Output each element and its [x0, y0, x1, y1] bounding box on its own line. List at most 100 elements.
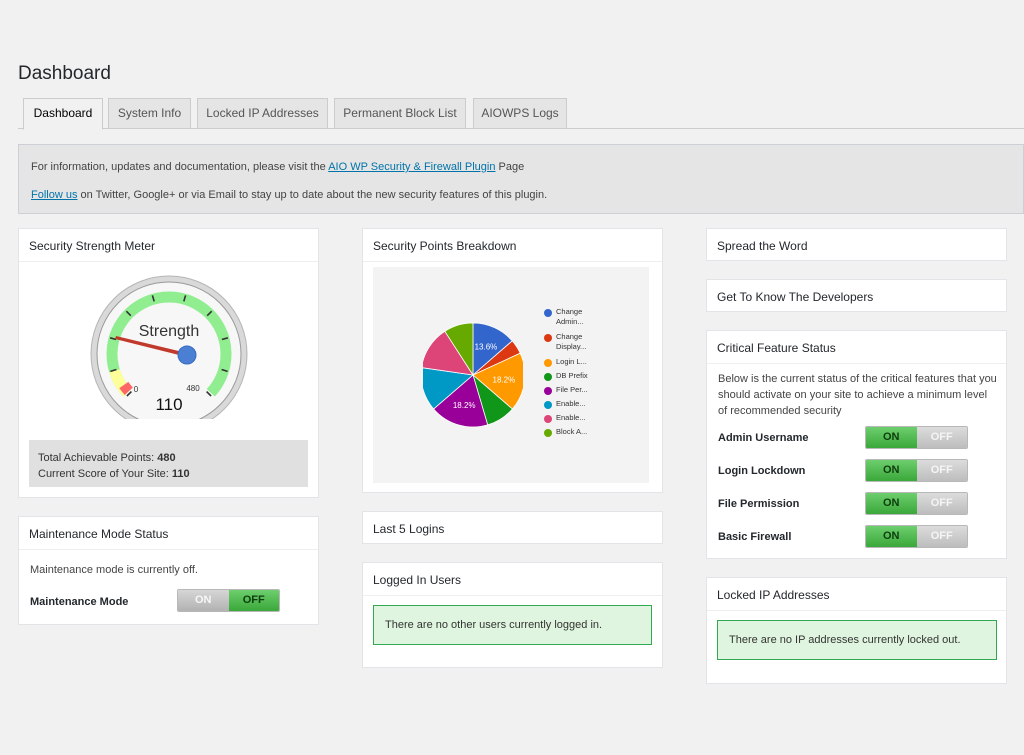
notice-line-1: For information, updates and documentati… — [31, 161, 524, 173]
legend-swatch — [544, 415, 552, 423]
legend-item[interactable]: Enable... — [556, 399, 586, 409]
critical-feature-status-panel: Critical Feature Status Below is the cur… — [706, 330, 1007, 559]
legend-swatch — [544, 334, 552, 342]
logged-in-users-panel: Logged In Users There are no other users… — [362, 562, 663, 668]
notice-line-2: Follow us on Twitter, Google+ or via Ema… — [31, 189, 547, 201]
maintenance-off-option[interactable]: OFF — [228, 590, 279, 611]
pie-slice-label: 18.2% — [453, 401, 476, 410]
logged-in-users-title: Logged In Users — [363, 563, 662, 596]
login-lockdown-off-option[interactable]: OFF — [916, 460, 967, 481]
legend-label: Change — [556, 332, 583, 341]
legend-item[interactable]: Login L... — [556, 357, 587, 367]
gauge-label: Strength — [139, 323, 199, 340]
legend-label: Block A... — [556, 427, 588, 436]
developers-panel: Get To Know The Developers — [706, 279, 1007, 312]
admin-username-on-option[interactable]: ON — [866, 427, 917, 448]
basic-firewall-label: Basic Firewall — [718, 531, 792, 543]
legend-label: DB Prefix — [556, 371, 588, 380]
total-points-label: Total Achievable Points: — [38, 452, 158, 464]
spread-the-word-panel: Spread the Word — [706, 228, 1007, 261]
legend-label: Enable... — [556, 413, 586, 422]
total-points-row: Total Achievable Points: 480 — [38, 450, 299, 466]
legend-item[interactable]: Block A... — [556, 427, 587, 437]
security-strength-meter-panel: Security Strength Meter Strength 0 480 1… — [18, 228, 319, 498]
plugin-page-link[interactable]: AIO WP Security & Firewall Plugin — [328, 161, 496, 173]
login-lockdown-on-option[interactable]: ON — [866, 460, 917, 481]
legend-label-continued: Display... — [556, 342, 587, 351]
legend-item[interactable]: File Per... — [556, 385, 588, 395]
legend-item[interactable]: DB Prefix — [556, 371, 588, 381]
pie-slice-label: 13.6% — [475, 343, 498, 352]
locked-ip-message: There are no IP addresses currently lock… — [717, 620, 997, 660]
gauge-value: 110 — [155, 395, 182, 414]
logged-in-users-message: There are no other users currently logge… — [373, 605, 652, 645]
maintenance-mode-label: Maintenance Mode — [30, 596, 129, 608]
points-summary: Total Achievable Points: 480 Current Sco… — [29, 440, 308, 487]
page-title: Dashboard — [18, 63, 111, 84]
gauge-ticks — [109, 295, 229, 397]
critical-feature-description: Below is the current status of the criti… — [718, 373, 997, 417]
strength-gauge: Strength 0 480 110 — [90, 275, 248, 419]
pie-slice[interactable] — [433, 374, 489, 428]
developers-title[interactable]: Get To Know The Developers — [717, 290, 874, 304]
admin-username-label: Admin Username — [718, 432, 809, 444]
login-lockdown-toggle[interactable]: ON OFF — [865, 459, 968, 482]
pie-chart-area: 13.6% 18.2% 18.2% Change Admin... Change Disp… — [373, 267, 649, 483]
notice-line-2-suffix: on Twitter, Google+ or via Email to stay… — [77, 189, 548, 201]
current-score-value: 110 — [171, 468, 190, 480]
legend-label-continued: Admin... — [556, 317, 584, 326]
basic-firewall-on-option[interactable]: ON — [866, 526, 917, 547]
gauge-green-band — [106, 291, 232, 397]
info-notice: For information, updates and documentati… — [18, 144, 1024, 214]
legend-swatch — [544, 309, 552, 317]
tab-bar: Dashboard System Info Locked IP Addresse… — [18, 98, 1024, 130]
critical-feature-status-title: Critical Feature Status — [707, 331, 1006, 364]
notice-line-1-suffix: Page — [495, 161, 525, 173]
maintenance-mode-toggle[interactable]: ON OFF — [177, 589, 280, 612]
pie-slice[interactable] — [444, 322, 474, 377]
admin-username-off-option[interactable]: OFF — [916, 427, 967, 448]
legend-label: Login L... — [556, 357, 587, 366]
legend-swatch — [544, 373, 552, 381]
last-logins-title[interactable]: Last 5 Logins — [373, 522, 445, 536]
security-strength-meter-title: Security Strength Meter — [19, 229, 318, 262]
tab-aiowps-logs[interactable]: AIOWPS Logs — [473, 98, 567, 129]
maintenance-on-option[interactable]: ON — [178, 590, 229, 611]
pie-slice[interactable] — [423, 367, 474, 410]
current-score-row: Current Score of Your Site: 110 — [38, 466, 299, 482]
notice-line-1-prefix: For information, updates and documentati… — [31, 161, 329, 173]
legend-label: Enable... — [556, 399, 586, 408]
legend-item[interactable]: Change Display... — [556, 332, 586, 352]
gauge-red-band — [119, 381, 133, 395]
gauge-hub — [177, 345, 197, 365]
file-permission-off-option[interactable]: OFF — [916, 493, 967, 514]
security-points-breakdown-panel: Security Points Breakdown 13.6% 18.2% 18.2… — [362, 228, 663, 493]
tab-locked-ip-addresses[interactable]: Locked IP Addresses — [197, 98, 328, 129]
login-lockdown-label: Login Lockdown — [718, 465, 806, 477]
follow-us-link[interactable]: Follow us — [31, 189, 78, 201]
last-logins-panel: Last 5 Logins — [362, 511, 663, 544]
gauge-min-label: 0 — [134, 385, 139, 394]
legend-label: Change — [556, 307, 583, 316]
file-permission-toggle[interactable]: ON OFF — [865, 492, 968, 515]
legend-item[interactable]: Enable... — [556, 413, 586, 423]
locked-ip-addresses-panel: Locked IP Addresses There are no IP addr… — [706, 577, 1007, 684]
basic-firewall-toggle[interactable]: ON OFF — [865, 525, 968, 548]
gauge-needle — [115, 336, 187, 357]
file-permission-on-option[interactable]: ON — [866, 493, 917, 514]
admin-username-toggle[interactable]: ON OFF — [865, 426, 968, 449]
tab-dashboard[interactable]: Dashboard — [23, 98, 103, 130]
pie-slice[interactable] — [472, 352, 523, 410]
pie-labels: 13.6% 18.2% 18.2% — [453, 343, 515, 410]
tab-system-info[interactable]: System Info — [108, 98, 191, 129]
total-points-value: 480 — [157, 452, 176, 464]
tab-permanent-block-list[interactable]: Permanent Block List — [334, 98, 466, 129]
legend-swatch — [544, 429, 552, 437]
current-score-label: Current Score of Your Site: — [38, 468, 172, 480]
legend-item[interactable]: Change Admin... — [556, 307, 584, 327]
maintenance-mode-title: Maintenance Mode Status — [19, 517, 318, 550]
pie-slice-label: 18.2% — [493, 375, 516, 384]
spread-the-word-title[interactable]: Spread the Word — [717, 239, 808, 253]
locked-ip-addresses-title: Locked IP Addresses — [707, 578, 1006, 611]
basic-firewall-off-option[interactable]: OFF — [916, 526, 967, 547]
